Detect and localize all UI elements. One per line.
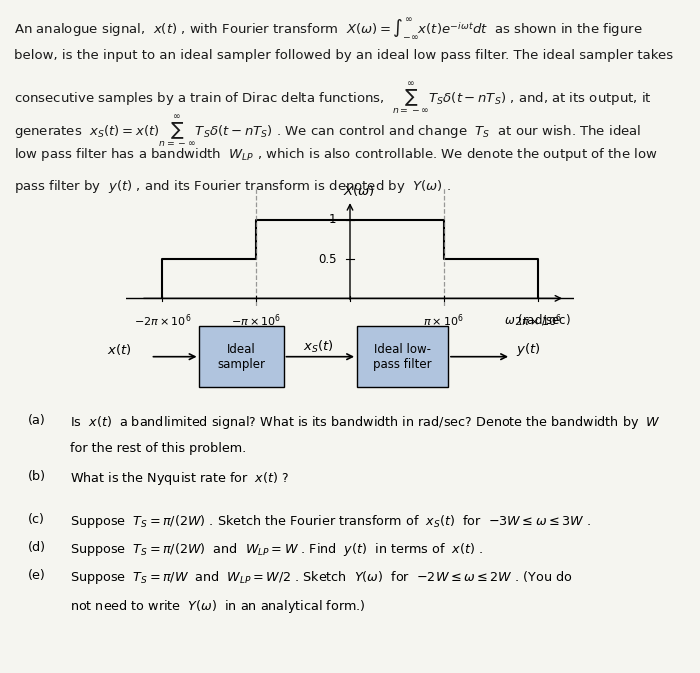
Text: (e): (e) xyxy=(28,569,46,582)
Text: Ideal low-
pass filter: Ideal low- pass filter xyxy=(373,343,432,371)
Text: $x(t)$: $x(t)$ xyxy=(106,343,132,357)
Text: $\pi\times10^6$: $\pi\times10^6$ xyxy=(424,312,464,329)
Text: $x_S(t)$: $x_S(t)$ xyxy=(303,339,334,355)
Text: $2\pi\times10^6$: $2\pi\times10^6$ xyxy=(514,312,561,329)
Text: generates  $x_S(t) = x(t)\sum_{n=-\infty}^{\infty} T_S\delta(t - nT_S)$ . We can: generates $x_S(t) = x(t)\sum_{n=-\infty}… xyxy=(14,114,641,150)
Text: pass filter by  $y(t)$ , and its Fourier transform is denoted by  $Y(\omega)$ .: pass filter by $y(t)$ , and its Fourier … xyxy=(14,178,451,195)
Text: Suppose  $T_S = \pi/W$  and  $W_{LP} = W/2$ . Sketch  $Y(\omega)$  for  $-2W \le: Suppose $T_S = \pi/W$ and $W_{LP} = W/2$… xyxy=(70,569,573,586)
Text: $X(\omega)$: $X(\omega)$ xyxy=(343,183,375,198)
Text: (d): (d) xyxy=(28,541,46,554)
Text: consecutive samples by a train of Dirac delta functions,  $\sum_{n=-\infty}^{\in: consecutive samples by a train of Dirac … xyxy=(14,81,652,118)
Text: What is the Nyquist rate for  $x(t)$ ?: What is the Nyquist rate for $x(t)$ ? xyxy=(70,470,289,487)
Text: for the rest of this problem.: for the rest of this problem. xyxy=(70,442,246,455)
Text: An analogue signal,  $x(t)$ , with Fourier transform  $X(\omega) = \int_{-\infty: An analogue signal, $x(t)$ , with Fourie… xyxy=(14,17,643,42)
Text: Suppose  $T_S = \pi/(2W)$  and  $W_{LP} = W$ . Find  $y(t)$  in terms of  $x(t)$: Suppose $T_S = \pi/(2W)$ and $W_{LP} = W… xyxy=(70,541,483,558)
Text: $-\pi\times10^6$: $-\pi\times10^6$ xyxy=(231,312,281,329)
FancyBboxPatch shape xyxy=(199,326,284,387)
Text: (c): (c) xyxy=(28,513,45,526)
Text: below, is the input to an ideal sampler followed by an ideal low pass filter. Th: below, is the input to an ideal sampler … xyxy=(14,49,673,62)
Text: low pass filter has a bandwidth  $W_{LP}$ , which is also controllable. We denot: low pass filter has a bandwidth $W_{LP}$… xyxy=(14,146,658,163)
Text: 0.5: 0.5 xyxy=(318,252,337,266)
Text: Ideal
sampler: Ideal sampler xyxy=(218,343,265,371)
FancyBboxPatch shape xyxy=(357,326,448,387)
Text: $\omega$ (rad/sec): $\omega$ (rad/sec) xyxy=(504,312,571,328)
Text: Is  $x(t)$  a bandlimited signal? What is its bandwidth in rad/sec? Denote the b: Is $x(t)$ a bandlimited signal? What is … xyxy=(70,414,661,431)
Text: (a): (a) xyxy=(28,414,46,427)
Text: not need to write  $Y(\omega)$  in an analytical form.): not need to write $Y(\omega)$ in an anal… xyxy=(70,598,365,614)
Text: Suppose  $T_S = \pi/(2W)$ . Sketch the Fourier transform of  $x_S(t)$  for  $-3W: Suppose $T_S = \pi/(2W)$ . Sketch the Fo… xyxy=(70,513,591,530)
Text: 1: 1 xyxy=(329,213,337,226)
Text: $y(t)$: $y(t)$ xyxy=(516,341,541,359)
Text: (b): (b) xyxy=(28,470,46,483)
Text: $-2\pi\times10^6$: $-2\pi\times10^6$ xyxy=(134,312,191,329)
